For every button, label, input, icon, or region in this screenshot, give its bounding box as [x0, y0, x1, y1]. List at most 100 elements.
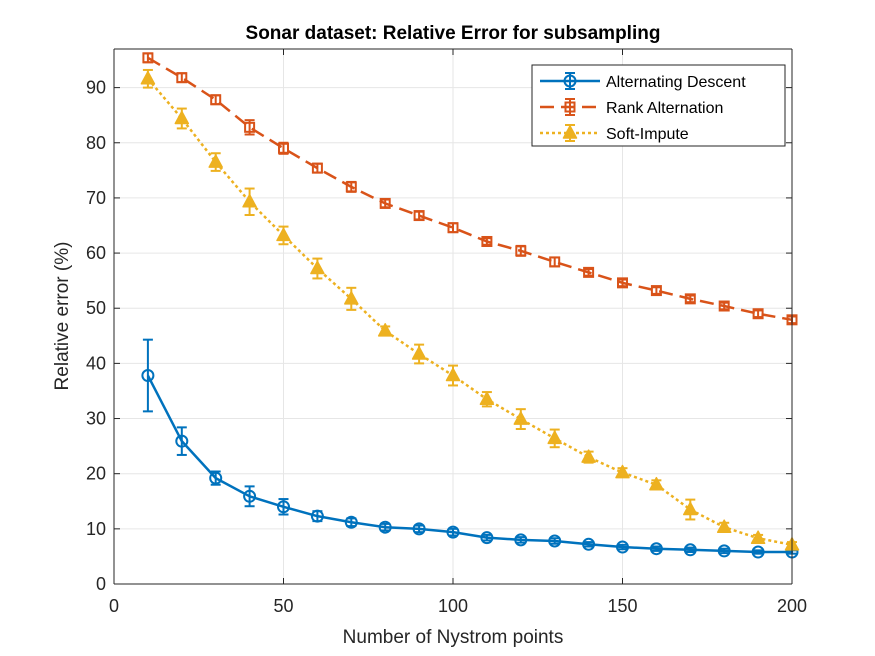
- data-point: [277, 500, 290, 514]
- y-axis-label: Relative error (%): [52, 242, 73, 391]
- data-point: [750, 530, 766, 544]
- data-point: [412, 522, 426, 536]
- data-point: [514, 533, 528, 547]
- grid-lines: [114, 49, 792, 584]
- error-bar: [549, 537, 560, 545]
- data-point: [683, 543, 697, 557]
- y-tick-label: 30: [86, 409, 106, 429]
- x-axis-label: Number of Nystrom points: [343, 627, 564, 648]
- y-tick-label: 10: [86, 519, 106, 539]
- x-tick-label: 150: [607, 596, 637, 616]
- y-tick-label: 70: [86, 188, 106, 208]
- error-bar: [719, 547, 730, 555]
- error-bar: [685, 546, 696, 554]
- error-bar: [651, 286, 662, 295]
- data-point: [547, 430, 562, 445]
- data-point: [276, 227, 291, 242]
- data-point: [244, 121, 256, 133]
- data-point: [582, 537, 596, 551]
- legend-entry: Soft-Impute: [540, 124, 689, 143]
- data-point: [479, 391, 495, 405]
- chart-title: Sonar dataset: Relative Error for subsam…: [246, 23, 661, 44]
- error-bar: [685, 294, 696, 304]
- x-tick-label: 0: [109, 596, 119, 616]
- error-bar: [142, 338, 153, 413]
- error-bar: [481, 533, 492, 542]
- data-point: [649, 542, 663, 556]
- data-point: [447, 222, 459, 234]
- data-point: [278, 142, 289, 154]
- legend-entry: Alternating Descent: [540, 72, 746, 91]
- data-point: [617, 277, 628, 289]
- series-soft-impute: [140, 68, 800, 551]
- series-rank-alternation: [142, 52, 798, 326]
- data-point: [445, 367, 461, 382]
- data-point: [345, 181, 357, 193]
- x-tick-label: 200: [777, 596, 807, 616]
- data-point: [480, 531, 494, 545]
- series-layer: [140, 52, 800, 559]
- data-point: [378, 520, 392, 534]
- legend-marker: [562, 125, 578, 139]
- error-bar: [753, 549, 764, 555]
- series-line: [147, 56, 793, 322]
- x-tick-label: 100: [438, 596, 468, 616]
- data-point: [548, 534, 562, 548]
- legend-label: Rank Alternation: [606, 100, 723, 117]
- legend-marker: [564, 101, 576, 113]
- data-point: [718, 300, 730, 312]
- data-point: [683, 501, 698, 516]
- y-tick-label: 60: [86, 243, 106, 263]
- error-bar: [244, 485, 255, 508]
- data-point: [716, 519, 732, 533]
- data-point: [684, 293, 696, 305]
- legend-entry: Rank Alternation: [540, 98, 723, 117]
- data-point: [515, 245, 527, 257]
- data-point: [242, 194, 257, 208]
- data-point: [174, 110, 190, 125]
- y-tick-label: 40: [86, 353, 106, 373]
- data-point: [175, 434, 189, 448]
- data-point: [481, 235, 493, 247]
- data-point: [142, 52, 154, 64]
- data-point: [751, 545, 765, 559]
- data-point: [344, 291, 359, 305]
- data-point: [752, 308, 764, 320]
- data-point: [717, 544, 731, 558]
- data-point: [209, 471, 223, 485]
- data-point: [513, 411, 529, 425]
- error-bar: [719, 301, 730, 311]
- error-bar: [176, 426, 187, 456]
- error-bar: [515, 536, 526, 544]
- legend-label: Soft-Impute: [606, 126, 689, 143]
- error-bar: [617, 543, 628, 551]
- data-point: [616, 540, 629, 554]
- legend-marker: [563, 74, 577, 88]
- data-point: [344, 515, 358, 529]
- y-tick-label: 50: [86, 298, 106, 318]
- data-point: [176, 72, 188, 84]
- y-tick-label: 90: [86, 78, 106, 98]
- data-point: [310, 260, 325, 275]
- data-point: [377, 323, 393, 337]
- data-point: [650, 285, 662, 297]
- data-point: [311, 162, 323, 174]
- error-bar: [481, 237, 492, 246]
- data-point: [549, 256, 561, 268]
- axis-ticks: 0 50 100 150 200 0 10 20 30 40 50 60 70 80 90: [86, 49, 807, 616]
- y-tick-label: 20: [86, 464, 106, 484]
- legend: Alternating Descent Rank Alternation Soft-…: [531, 64, 786, 147]
- error-bar: [583, 268, 594, 277]
- data-point: [210, 94, 222, 106]
- data-point: [208, 154, 223, 168]
- error-bar: [753, 309, 764, 319]
- error-bar: [583, 541, 594, 548]
- data-point: [413, 210, 425, 222]
- data-point: [140, 71, 156, 85]
- x-tick-label: 50: [273, 596, 293, 616]
- data-point: [379, 197, 391, 209]
- data-point: [243, 489, 257, 503]
- error-bar: [617, 278, 628, 288]
- data-point: [446, 525, 460, 539]
